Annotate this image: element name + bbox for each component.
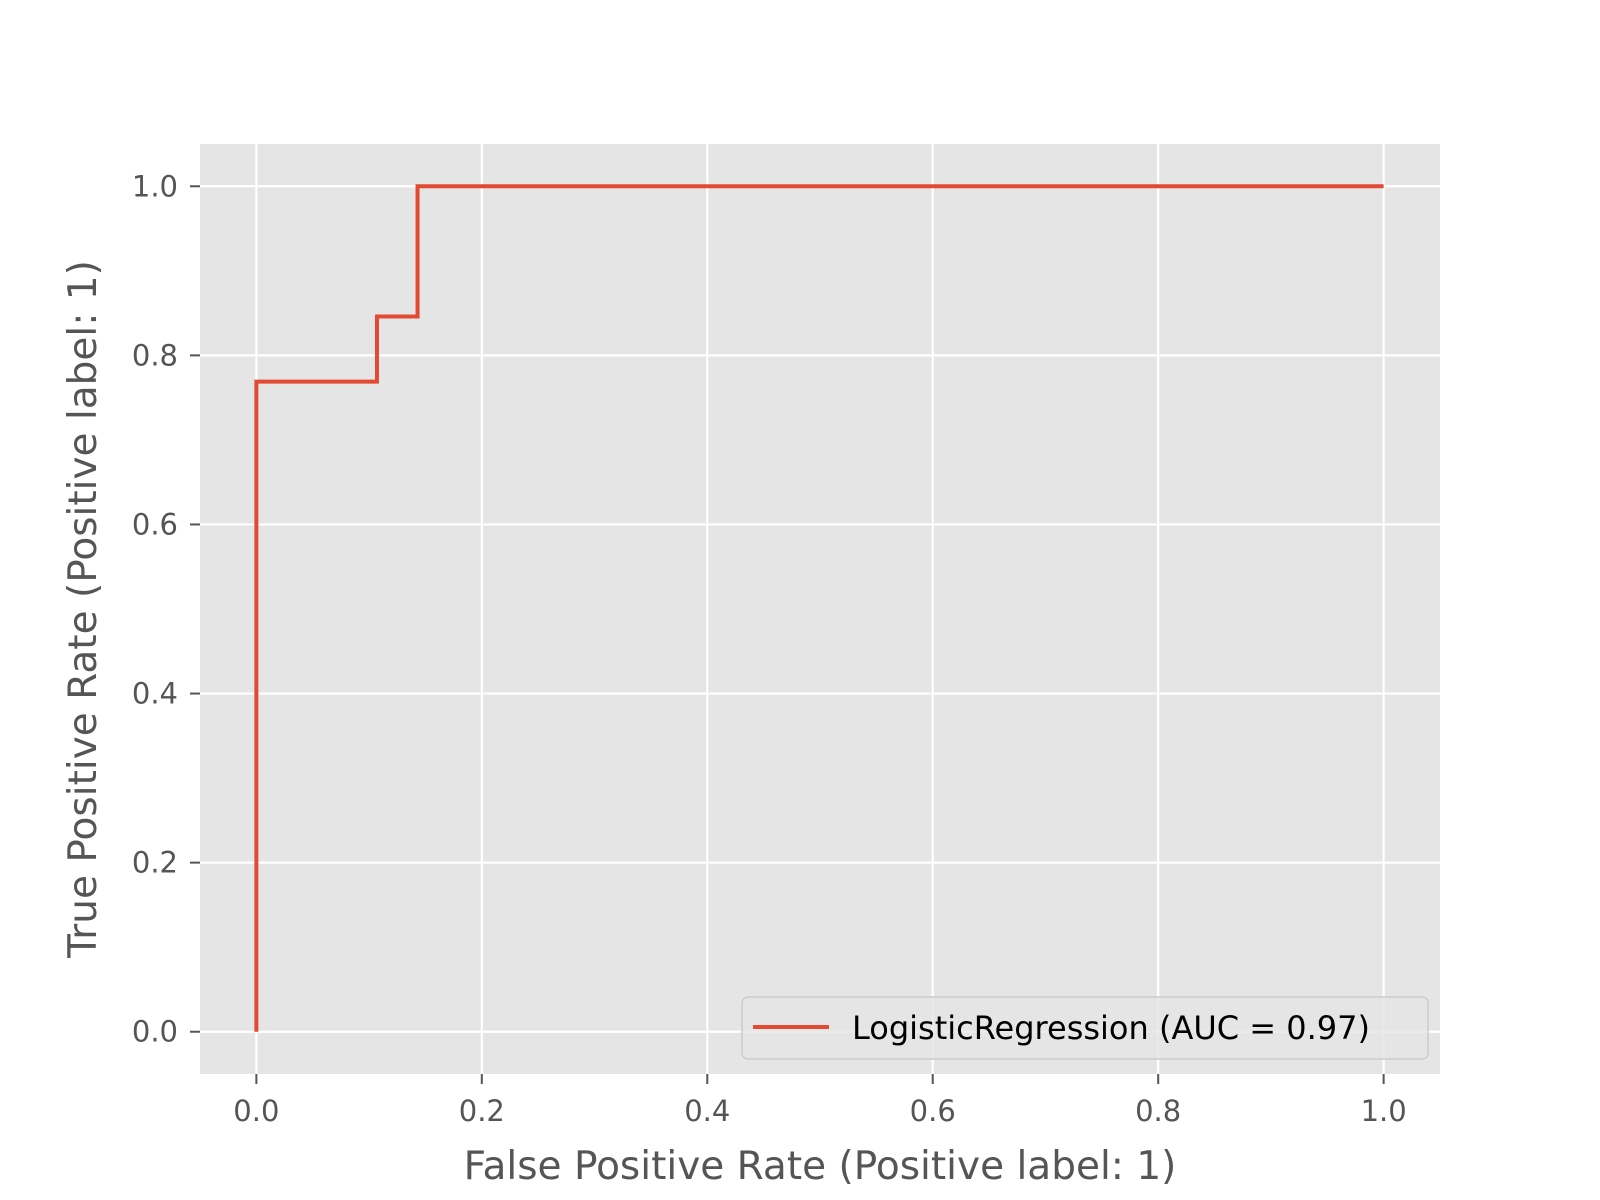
y-tick-label: 0.0 bbox=[132, 1015, 178, 1049]
x-tick-label: 0.8 bbox=[1135, 1094, 1181, 1128]
axis-ticks: 0.0 0.2 0.4 0.6 0.8 1.0 0.0 0.2 0.4 0.6 0.8 1.0 bbox=[132, 169, 1407, 1128]
y-tick-label: 0.8 bbox=[132, 338, 178, 372]
x-tick-label: 0.0 bbox=[233, 1094, 279, 1128]
x-axis-label: False Positive Rate (Positive label: 1) bbox=[464, 1144, 1177, 1189]
grid-lines bbox=[200, 144, 1440, 1074]
x-tick-label: 1.0 bbox=[1361, 1094, 1407, 1128]
plot-area bbox=[200, 144, 1440, 1074]
y-tick-label: 1.0 bbox=[132, 169, 178, 203]
series-layer bbox=[254, 184, 1384, 1032]
x-tick-label: 0.4 bbox=[684, 1094, 730, 1128]
x-tick-label: 0.2 bbox=[459, 1094, 505, 1128]
y-tick-label: 0.4 bbox=[132, 677, 178, 711]
legend: LogisticRegression (AUC = 0.97) bbox=[741, 996, 1429, 1060]
y-axis-label: True Positive Rate (Positive label: 1) bbox=[61, 260, 106, 959]
y-tick-label: 0.6 bbox=[132, 507, 178, 541]
y-tick-label: 0.2 bbox=[132, 846, 178, 880]
legend-box bbox=[741, 996, 1429, 1060]
legend-label: LogisticRegression (AUC = 0.97) bbox=[852, 1009, 1370, 1047]
x-tick-label: 0.6 bbox=[910, 1094, 956, 1128]
roc-curve-line bbox=[254, 184, 1384, 1032]
